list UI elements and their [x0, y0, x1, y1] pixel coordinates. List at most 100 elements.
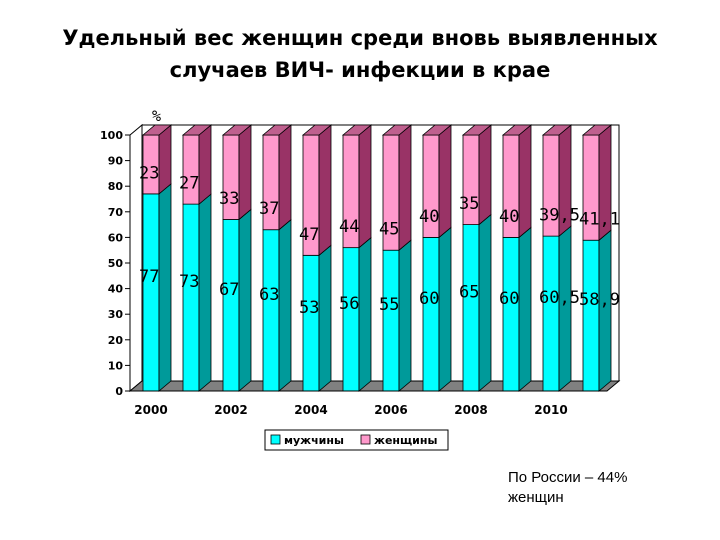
bar-women [461, 124, 493, 226]
y-tick-label: 60 [108, 231, 124, 244]
bar-women-side [198, 124, 212, 205]
bar-women-side [158, 124, 172, 195]
bar-men-front [542, 235, 560, 392]
bar-men [182, 193, 212, 392]
bar-men-side [358, 236, 372, 392]
bar-men [582, 229, 612, 392]
y-tick-label: 10 [108, 359, 124, 372]
men-value-label: 73 [179, 272, 199, 292]
bar-men-front [502, 236, 520, 392]
bar-men-side [598, 229, 612, 392]
legend-swatch-men [270, 434, 281, 445]
women-value-label: 40 [499, 207, 519, 227]
bar-women [221, 124, 253, 221]
men-value-label: 55 [379, 295, 399, 315]
bar-women-top [541, 124, 573, 136]
bar-men [462, 213, 492, 392]
legend-label-women: женщины [374, 434, 437, 447]
bar-men-side [238, 208, 252, 392]
bar-men [342, 236, 372, 392]
y-tick-label: 100 [100, 129, 123, 142]
bar-men-side [518, 226, 532, 392]
x-tick-label: 2002 [214, 403, 247, 417]
bar-men-front [222, 219, 240, 392]
women-value-label: 44 [339, 217, 359, 237]
men-value-label: 65 [459, 282, 479, 302]
bar-women [381, 124, 413, 252]
y-tick-label: 0 [115, 385, 123, 398]
chart-title-line1: Удельный вес женщин среди вновь выявленн… [62, 26, 658, 50]
x-axis: 2000 2002 2004 2006 2008 2010 [130, 390, 607, 417]
bars [141, 124, 613, 392]
bar-men-front [342, 247, 360, 392]
x-tick-label: 2004 [294, 403, 327, 417]
y-tick-label: 30 [108, 308, 124, 321]
bar-women [261, 124, 293, 231]
x-tick-label: 2006 [374, 403, 407, 417]
bar-men-side [198, 193, 212, 392]
y-axis: 0 10 20 30 40 50 60 70 80 90 100% [100, 107, 161, 398]
bar-men-front [262, 229, 280, 392]
bar-women-side [398, 124, 412, 252]
y-tick-label: 20 [108, 334, 124, 347]
men-value-label: 56 [339, 294, 359, 314]
bar-women-side [358, 124, 372, 249]
x-tick-label: 2008 [454, 403, 487, 417]
bar-women-top [141, 124, 173, 136]
bar-women [141, 124, 173, 195]
bar-men [422, 226, 452, 392]
men-value-label: 60 [419, 289, 439, 309]
bar-women-top [221, 124, 253, 136]
bar-women-front [182, 134, 200, 205]
bar-women [501, 124, 533, 239]
bar-men-front [462, 224, 480, 392]
women-value-label: 23 [139, 163, 159, 183]
bar-men [222, 208, 252, 392]
x-tick-label: 2010 [534, 403, 567, 417]
bar-men [262, 218, 292, 392]
bar-men-side [318, 244, 332, 392]
bar-women-top [501, 124, 533, 136]
legend-label-men: мужчины [284, 434, 344, 447]
bar-men-side [158, 183, 172, 392]
y-axis-label: % [152, 107, 161, 125]
bar-men-side [478, 213, 492, 392]
bar-men-front [382, 249, 400, 392]
women-value-label: 40 [419, 207, 439, 227]
bar-women [581, 124, 613, 242]
bar-women-side [478, 124, 492, 226]
bar-men [142, 183, 172, 392]
bar-men [502, 226, 532, 392]
bar-women [421, 124, 453, 239]
bar-men [542, 225, 572, 392]
bar-women-top [381, 124, 413, 136]
y-tick-label: 70 [108, 206, 124, 219]
chart-walls [128, 123, 621, 393]
women-value-label: 27 [179, 174, 199, 194]
women-value-label: 33 [219, 189, 239, 209]
bar-men-front [182, 203, 200, 392]
data-labels: 23 77 27 73 33 67 37 63 47 53 44 56 45 55 40 60 35 65 40 60… [139, 163, 620, 317]
bar-women-side [238, 124, 252, 221]
men-value-label: 77 [139, 267, 159, 287]
russia-note-line1: По России – 44% [508, 469, 628, 486]
men-value-label: 60 [499, 289, 519, 309]
y-tick-label: 90 [108, 155, 124, 168]
men-value-label: 67 [219, 280, 239, 300]
y-tick-label: 40 [108, 283, 124, 296]
women-value-label: 35 [459, 194, 479, 214]
bar-women [341, 124, 373, 249]
russia-note: По России – 44% женщин [508, 468, 627, 508]
y-tick-label: 50 [108, 257, 124, 270]
chart-title-line2: случаев ВИЧ- инфекции в крае [169, 58, 551, 82]
bar-women-top [301, 124, 333, 136]
bar-women-side [278, 124, 292, 231]
x-tick-label: 2000 [134, 403, 167, 417]
back-wall [141, 124, 620, 382]
bar-women-top [261, 124, 293, 136]
bar-women-side [438, 124, 452, 239]
women-value-label: 39,5 [539, 206, 580, 226]
bar-women [181, 124, 213, 205]
bar-women-top [461, 124, 493, 136]
bar-men-side [438, 226, 452, 392]
